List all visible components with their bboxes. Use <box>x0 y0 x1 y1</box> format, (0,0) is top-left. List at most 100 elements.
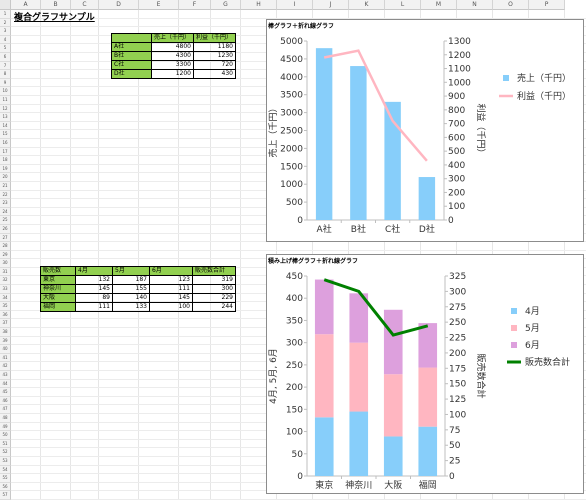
header-cell[interactable]: 5月 <box>112 266 150 276</box>
value-cell[interactable]: 4800 <box>151 42 194 52</box>
header-cell[interactable]: 販売数合計 <box>192 266 236 276</box>
value-cell[interactable]: 100 <box>149 302 193 312</box>
row-header[interactable]: 17 <box>0 147 11 157</box>
header-cell[interactable]: 利益（千円） <box>193 33 236 43</box>
row-header[interactable]: 50 <box>0 431 11 440</box>
row-header[interactable]: 14 <box>0 121 11 131</box>
row-header[interactable]: 44 <box>0 379 11 389</box>
row-header[interactable]: 28 <box>0 242 11 251</box>
value-cell[interactable]: 244 <box>192 302 236 312</box>
row-label-cell[interactable]: 福岡 <box>40 302 76 312</box>
row-header[interactable]: 24 <box>0 207 11 217</box>
value-cell[interactable]: 145 <box>149 293 193 303</box>
value-cell[interactable]: 1180 <box>193 42 236 52</box>
sales-count-table[interactable]: 販売数 4月 5月 6月 販売数合計 東京 132 187 123 319 神奈川 145 155 111… <box>40 266 236 312</box>
row-label-cell[interactable]: C社 <box>111 60 152 70</box>
row-header[interactable]: 39 <box>0 336 11 346</box>
row-header[interactable]: 34 <box>0 293 11 303</box>
value-cell[interactable]: 111 <box>149 284 193 294</box>
column-header[interactable]: G <box>211 0 241 10</box>
value-cell[interactable]: 720 <box>193 60 236 70</box>
row-header[interactable]: 49 <box>0 422 11 432</box>
row-header[interactable]: 30 <box>0 259 11 268</box>
row-header[interactable]: 12 <box>0 104 11 114</box>
row-header[interactable]: 48 <box>0 414 11 423</box>
row-header[interactable]: 36 <box>0 310 11 320</box>
row-label-cell[interactable]: 神奈川 <box>40 284 76 294</box>
column-header[interactable]: I <box>277 0 313 10</box>
row-header[interactable]: 42 <box>0 362 11 372</box>
row-header[interactable]: 7 <box>0 61 11 71</box>
value-cell[interactable]: 155 <box>112 284 150 294</box>
column-header[interactable]: C <box>71 0 99 10</box>
row-label-cell[interactable]: B社 <box>111 51 152 61</box>
value-cell[interactable]: 187 <box>112 275 150 285</box>
row-header[interactable]: 41 <box>0 353 11 363</box>
value-cell[interactable]: 300 <box>192 284 236 294</box>
column-header[interactable]: P <box>529 0 565 10</box>
column-header[interactable]: H <box>241 0 277 10</box>
header-cell[interactable]: 6月 <box>149 266 193 276</box>
row-header[interactable]: 3 <box>0 27 11 36</box>
row-header[interactable]: 13 <box>0 113 11 122</box>
value-cell[interactable]: 319 <box>192 275 236 285</box>
value-cell[interactable]: 145 <box>75 284 113 294</box>
row-header[interactable]: 55 <box>0 474 11 483</box>
column-header[interactable]: A <box>11 0 41 10</box>
row-header[interactable]: 4 <box>0 35 11 45</box>
value-cell[interactable]: 1230 <box>193 51 236 61</box>
column-header[interactable]: B <box>41 0 71 10</box>
row-header[interactable]: 9 <box>0 78 11 88</box>
row-header[interactable]: 46 <box>0 396 11 406</box>
row-header[interactable]: 33 <box>0 285 11 294</box>
row-header[interactable]: 35 <box>0 302 11 311</box>
column-header[interactable]: D <box>99 0 139 10</box>
column-header[interactable]: E <box>139 0 179 10</box>
row-header[interactable]: 56 <box>0 482 11 492</box>
row-label-cell[interactable]: A社 <box>111 42 152 52</box>
header-cell[interactable]: 4月 <box>75 266 113 276</box>
row-header[interactable]: 27 <box>0 233 11 243</box>
select-all-corner[interactable] <box>0 0 11 10</box>
row-header[interactable]: 8 <box>0 70 11 79</box>
sheet-title[interactable]: 複合グラフサンプル <box>14 13 95 23</box>
combo-chart-bar-line[interactable]: 棒グラフ＋折れ線グラフ 0 500 1000 1500 2000 2500 3000 3500… <box>266 19 584 242</box>
row-header[interactable]: 25 <box>0 216 11 225</box>
row-label-cell[interactable]: 大阪 <box>40 293 76 303</box>
row-header[interactable]: 51 <box>0 439 11 449</box>
row-header[interactable]: 47 <box>0 405 11 415</box>
header-cell[interactable] <box>111 33 152 43</box>
column-header[interactable]: K <box>349 0 385 10</box>
row-header[interactable]: 2 <box>0 18 11 28</box>
value-cell[interactable]: 133 <box>112 302 150 312</box>
column-header[interactable]: F <box>179 0 211 10</box>
value-cell[interactable]: 123 <box>149 275 193 285</box>
row-header[interactable]: 57 <box>0 491 11 500</box>
row-header[interactable]: 6 <box>0 52 11 62</box>
row-label-cell[interactable]: 東京 <box>40 275 76 285</box>
row-header[interactable]: 1 <box>0 10 11 19</box>
column-header[interactable]: M <box>421 0 457 10</box>
row-header[interactable]: 37 <box>0 319 11 329</box>
combo-chart-stacked-bar-line[interactable]: 積み上げ棒グラフ＋折れ線グラフ 0 50 100 150 200 250 300 350 400… <box>266 254 584 494</box>
row-header[interactable]: 19 <box>0 164 11 174</box>
row-header[interactable]: 11 <box>0 95 11 105</box>
column-header[interactable]: N <box>457 0 493 10</box>
row-header[interactable]: 20 <box>0 173 11 182</box>
row-header[interactable]: 10 <box>0 87 11 96</box>
row-header[interactable]: 31 <box>0 267 11 277</box>
column-header[interactable]: J <box>313 0 349 10</box>
column-header[interactable]: O <box>493 0 529 10</box>
row-header[interactable]: 22 <box>0 190 11 200</box>
row-header[interactable]: 52 <box>0 448 11 457</box>
row-header[interactable]: 38 <box>0 328 11 337</box>
row-header[interactable]: 29 <box>0 250 11 260</box>
row-header[interactable]: 15 <box>0 130 11 139</box>
row-header[interactable]: 53 <box>0 457 11 466</box>
row-header[interactable]: 5 <box>0 44 11 53</box>
row-header[interactable]: 40 <box>0 345 11 354</box>
value-cell[interactable]: 89 <box>75 293 113 303</box>
row-header[interactable]: 18 <box>0 156 11 165</box>
row-header[interactable]: 26 <box>0 224 11 234</box>
